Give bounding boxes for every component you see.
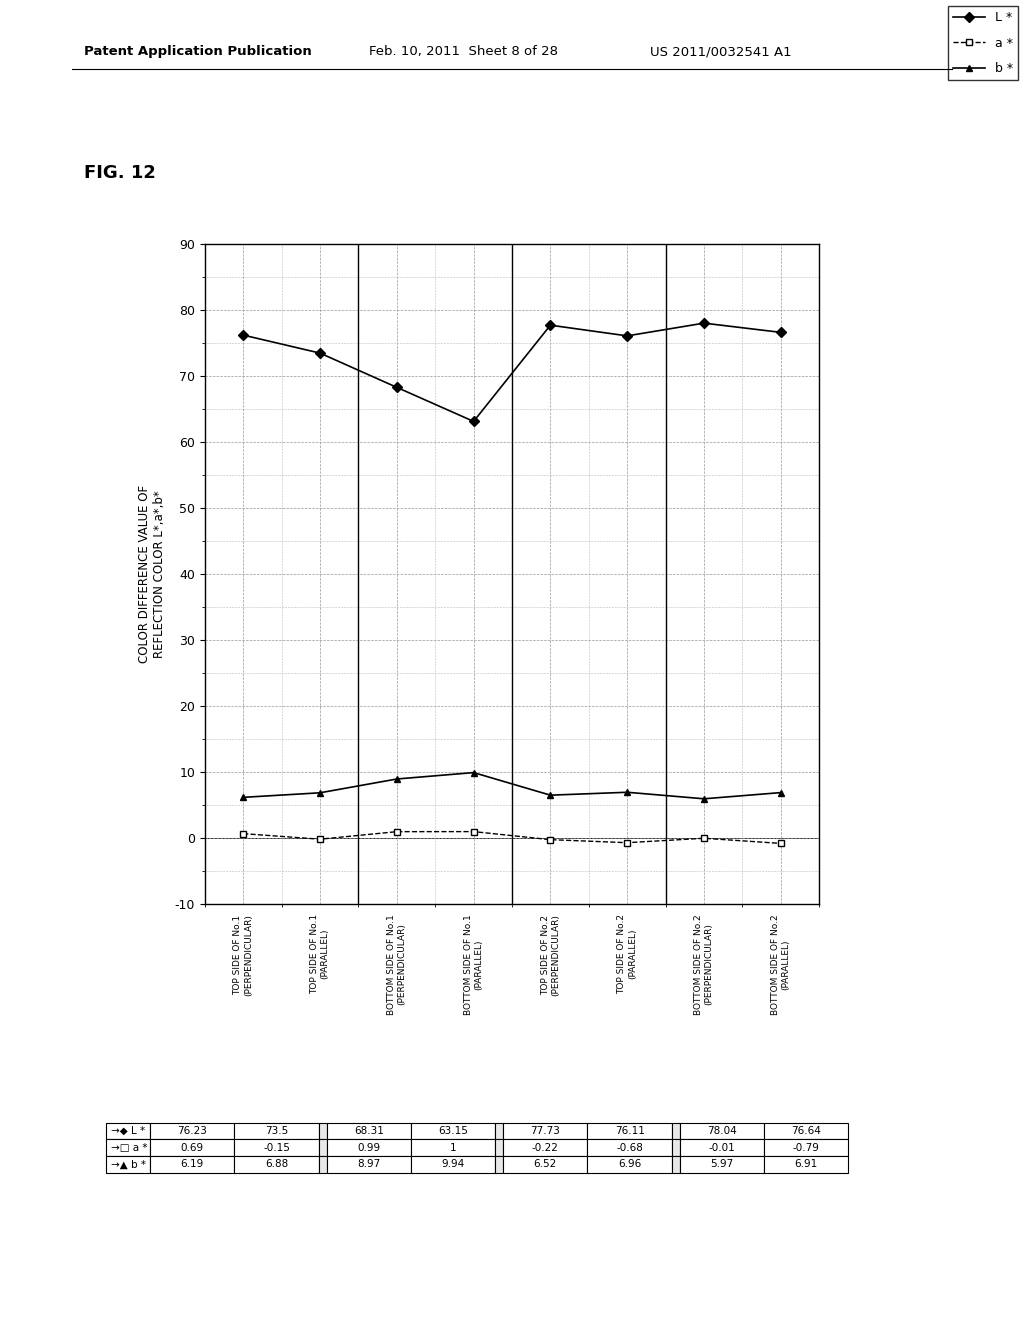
L * [467,413,479,429]
a * [467,824,479,840]
L * [621,327,633,343]
Y-axis label: COLOR DIFFERENCE VALUE OF
REFLECTION COLOR L*,a*,b*: COLOR DIFFERENCE VALUE OF REFLECTION COL… [138,486,166,663]
Text: BOTTOM SIDE OF No.1
(PERPENDICULAR): BOTTOM SIDE OF No.1 (PERPENDICULAR) [387,913,407,1015]
L * [698,315,711,331]
Text: FIG. 12: FIG. 12 [84,164,156,182]
Text: BOTTOM SIDE OF No.2
(PARALLEL): BOTTOM SIDE OF No.2 (PARALLEL) [771,913,791,1015]
a * [391,824,403,840]
b * [391,771,403,787]
L * [545,317,557,333]
Text: BOTTOM SIDE OF No.2
(PERPENDICULAR): BOTTOM SIDE OF No.2 (PERPENDICULAR) [694,913,714,1015]
Line: L *: L * [240,319,784,425]
L * [238,327,250,343]
b * [238,789,250,805]
Text: US 2011/0032541 A1: US 2011/0032541 A1 [650,45,792,58]
a * [775,836,787,851]
Text: TOP SIDE OF No.1
(PARALLEL): TOP SIDE OF No.1 (PARALLEL) [310,913,330,994]
Legend: L *, a *, b *: L *, a *, b * [948,7,1018,81]
Text: TOP SIDE OF No.2
(PERPENDICULAR): TOP SIDE OF No.2 (PERPENDICULAR) [541,913,560,997]
a * [545,832,557,847]
b * [467,764,479,780]
Text: BOTTOM SIDE OF No.1
(PARALLEL): BOTTOM SIDE OF No.1 (PARALLEL) [464,913,483,1015]
a * [313,832,326,847]
Text: TOP SIDE OF No.1
(PERPENDICULAR): TOP SIDE OF No.1 (PERPENDICULAR) [233,913,253,997]
L * [775,325,787,341]
L * [313,345,326,360]
b * [545,787,557,803]
Text: Feb. 10, 2011  Sheet 8 of 28: Feb. 10, 2011 Sheet 8 of 28 [369,45,558,58]
b * [621,784,633,800]
Text: Patent Application Publication: Patent Application Publication [84,45,311,58]
a * [621,834,633,850]
Line: b *: b * [240,770,784,803]
L * [391,379,403,395]
b * [698,791,711,807]
a * [238,826,250,842]
a * [698,830,711,846]
b * [775,784,787,800]
Text: TOP SIDE OF No.2
(PARALLEL): TOP SIDE OF No.2 (PARALLEL) [617,913,637,994]
Line: a *: a * [240,828,784,847]
b * [313,785,326,801]
